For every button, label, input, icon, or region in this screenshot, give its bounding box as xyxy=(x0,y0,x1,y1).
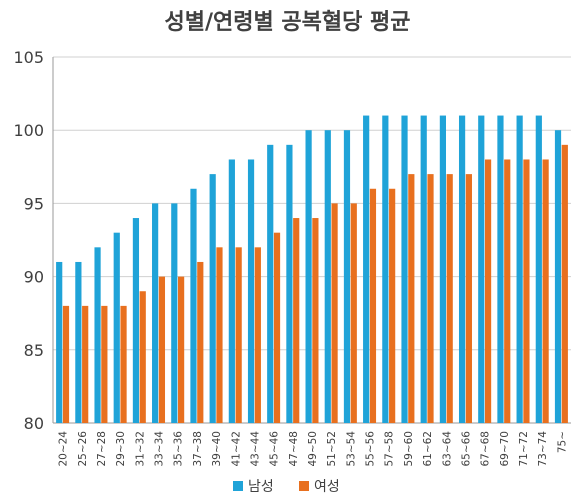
x-tick-label: 43~44 xyxy=(249,431,261,467)
chart-title: 성별/연령별 공복혈당 평균 xyxy=(164,10,411,35)
bar-female xyxy=(542,159,549,424)
bar-female xyxy=(120,305,127,423)
bar-male xyxy=(420,115,427,423)
y-tick-label: 105 xyxy=(13,48,44,67)
x-tick-label: 63~64 xyxy=(441,431,453,467)
bar-female xyxy=(369,188,377,423)
bar-female xyxy=(216,247,223,423)
bar-male xyxy=(458,115,466,423)
bar-male xyxy=(497,115,504,423)
legend-swatch-male xyxy=(233,481,243,491)
x-tick-label: 69~70 xyxy=(499,431,511,467)
bar-female xyxy=(158,276,166,423)
bar-female xyxy=(178,276,185,423)
bar-female xyxy=(389,188,396,423)
bar-male xyxy=(343,130,351,423)
bar-female xyxy=(139,291,146,423)
x-tick-label: 27~28 xyxy=(96,431,108,467)
x-tick-label: 71~72 xyxy=(518,431,530,467)
bar-male xyxy=(305,130,312,423)
x-tick-label: 33~34 xyxy=(154,431,166,467)
bar-male xyxy=(247,159,255,424)
bar-male xyxy=(94,247,101,423)
bar-male xyxy=(516,115,523,423)
y-tick-label: 100 xyxy=(13,121,44,140)
legend-swatch-female xyxy=(299,481,309,491)
y-tick-label: 95 xyxy=(24,194,44,213)
x-tick-label: 37~38 xyxy=(192,431,204,467)
x-tick-label: 49~50 xyxy=(307,431,319,467)
x-tick-label: 59~60 xyxy=(403,431,415,467)
x-tick-label: 51~52 xyxy=(326,431,338,467)
bar-female xyxy=(408,174,415,423)
x-tick-label: 35~36 xyxy=(173,431,185,467)
legend-label-male: 남성 xyxy=(248,479,274,495)
bar-male xyxy=(382,115,389,423)
y-tick-label: 80 xyxy=(24,414,44,433)
y-tick-label: 90 xyxy=(24,268,44,287)
x-tick-label: 25~26 xyxy=(77,431,89,467)
bar-male xyxy=(56,261,63,423)
bar-male xyxy=(152,203,159,423)
x-tick-label: 20~24 xyxy=(58,431,70,467)
bar-female xyxy=(561,144,568,423)
bar-male xyxy=(113,232,120,423)
bar-female xyxy=(254,247,261,423)
bar-male xyxy=(267,144,274,423)
x-tick-label: 61~62 xyxy=(422,431,434,467)
x-tick-label: 55~56 xyxy=(365,431,377,467)
x-tick-label: 31~32 xyxy=(134,431,146,467)
bar-female xyxy=(101,305,108,423)
bar-male xyxy=(209,174,216,423)
x-tick-label: 67~68 xyxy=(480,431,492,467)
bar-female xyxy=(484,159,492,424)
bar-female xyxy=(465,174,472,423)
bar-female xyxy=(235,247,242,423)
bar-male xyxy=(75,261,82,423)
x-tick-label: 29~30 xyxy=(115,431,127,467)
bar-female xyxy=(312,218,319,423)
bar-male xyxy=(324,130,331,423)
bar-male xyxy=(439,115,446,423)
y-tick-label: 85 xyxy=(24,341,44,360)
x-tick-label: 39~40 xyxy=(211,431,223,467)
bar-male xyxy=(286,144,293,423)
bar-male xyxy=(132,218,140,423)
bar-female xyxy=(446,174,453,423)
bar-male xyxy=(171,203,178,423)
bar-female xyxy=(427,174,434,423)
bar-male xyxy=(190,188,197,423)
bar-male xyxy=(401,115,408,423)
x-tick-label: 73~74 xyxy=(537,431,549,467)
bar-female xyxy=(350,203,357,423)
bar-male xyxy=(228,159,235,424)
bar-female xyxy=(523,159,530,424)
x-tick-label: 45~46 xyxy=(269,431,281,467)
bar-male xyxy=(363,115,370,423)
bar-female xyxy=(504,159,511,424)
x-tick-label: 65~66 xyxy=(460,431,472,467)
bar-female xyxy=(197,261,204,423)
legend-label-female: 여성 xyxy=(314,479,340,495)
x-tick-label: 41~42 xyxy=(230,431,242,467)
bar-male xyxy=(554,130,562,423)
x-tick-label: 53~54 xyxy=(345,431,357,467)
bar-male xyxy=(478,115,485,423)
bar-female xyxy=(293,218,300,423)
x-tick-label: 75~ xyxy=(556,431,568,453)
bar-female xyxy=(82,305,89,423)
bar-female xyxy=(273,232,281,423)
x-tick-label: 47~48 xyxy=(288,431,300,467)
bar-female xyxy=(331,203,338,423)
bar-female xyxy=(62,305,70,423)
x-tick-label: 57~58 xyxy=(384,431,396,467)
bar-male xyxy=(535,115,542,423)
